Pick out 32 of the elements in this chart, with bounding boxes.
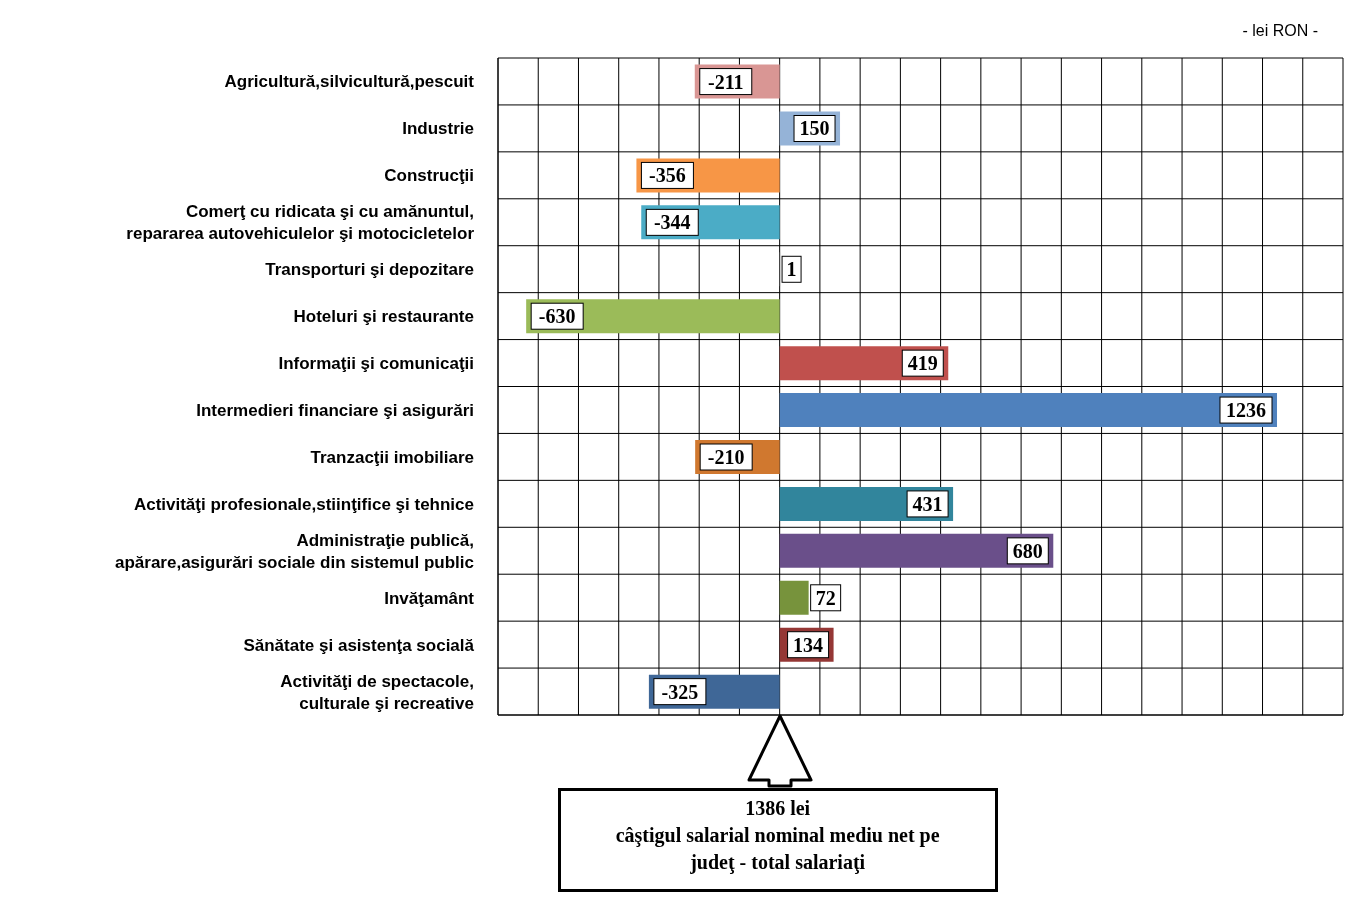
data-label: 150 <box>799 117 830 140</box>
y-tick-label: Hoteluri şi restaurante <box>293 307 474 327</box>
y-tick-label: Activităţi profesionale,stiinţifice şi tehnice <box>133 494 474 514</box>
y-tick-label: Transporturi şi depozitare <box>265 260 474 280</box>
y-tick-label: Informaţii şi comunicaţii <box>278 354 474 374</box>
y-tick-label: Administraţie publică, apărare,asigurări sociale din sistemul public <box>114 530 474 572</box>
y-tick-label: Agricultură,silvicultură,pescuit <box>224 72 475 92</box>
data-label: 680 <box>1012 539 1043 562</box>
data-label: -211 <box>707 70 744 93</box>
bar <box>779 393 1278 428</box>
y-tick-label: Intermedieri financiare şi asigurări <box>196 400 474 420</box>
y-tick-label: Activităţi de spectacole, culturale şi recreative <box>280 671 474 713</box>
y-tick-label: Tranzacţii imobiliare <box>310 447 474 467</box>
y-tick-label: Comerţ cu ridicata şi cu amănuntul, repararea autovehiculelor şi motocicletelor <box>126 202 475 244</box>
y-tick-label: Sănătate şi asistenţa socială <box>243 635 475 655</box>
y-tick-label: Industrie <box>402 119 474 139</box>
y-tick-label: Construcţii <box>384 166 474 186</box>
data-label: -325 <box>661 680 699 703</box>
data-label: 1236 <box>1226 399 1267 422</box>
data-label: 72 <box>815 586 836 609</box>
data-label: -344 <box>653 211 691 234</box>
text: - lei RON - <box>1242 22 1318 40</box>
data-label: 1 <box>786 258 797 281</box>
y-tick-label: Invăţamânt <box>384 588 475 608</box>
text: 1386 lei câştigul salarial nominal mediu net pe judeţ - total salariaţi <box>557 788 998 892</box>
bar <box>779 533 1054 568</box>
data-label: -210 <box>707 446 745 468</box>
data-label: -356 <box>649 164 686 187</box>
data-label: -630 <box>538 305 576 328</box>
data-label: 419 <box>907 352 938 375</box>
data-label: 431 <box>912 492 943 515</box>
data-label: 134 <box>793 633 824 656</box>
